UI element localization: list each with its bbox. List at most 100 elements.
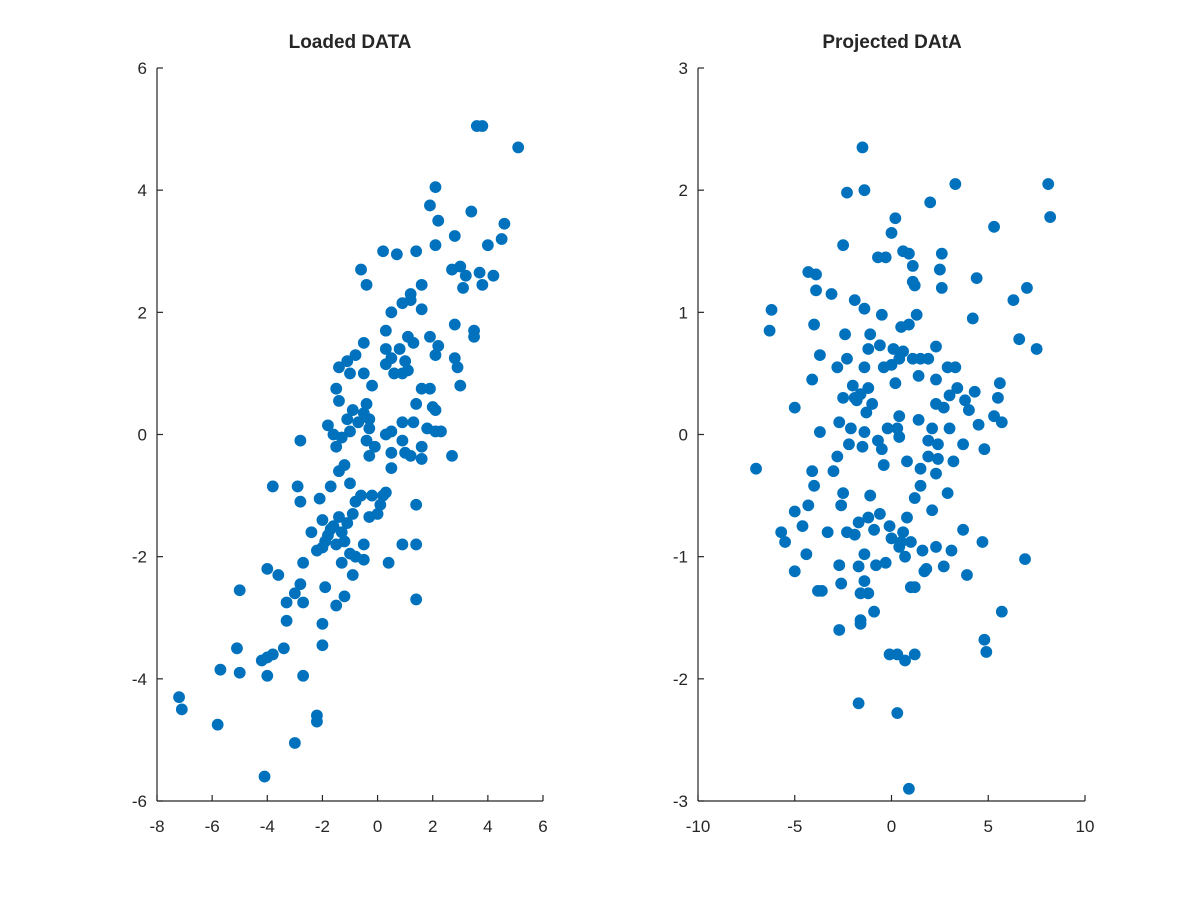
data-point bbox=[360, 434, 373, 447]
data-point bbox=[961, 569, 973, 581]
data-point bbox=[288, 737, 301, 749]
data-point bbox=[261, 651, 274, 664]
data-point bbox=[266, 480, 279, 493]
data-point bbox=[401, 364, 414, 377]
data-point bbox=[959, 394, 971, 407]
data-point bbox=[333, 511, 345, 523]
chart-title: Projected DAtA bbox=[822, 32, 962, 53]
data-point bbox=[429, 349, 442, 361]
data-point bbox=[835, 499, 848, 512]
data-point bbox=[763, 324, 776, 337]
data-point bbox=[893, 410, 906, 423]
data-point bbox=[883, 520, 896, 533]
x-tick-label: -8 bbox=[149, 817, 164, 836]
data-point bbox=[495, 233, 508, 245]
data-point bbox=[371, 508, 384, 520]
data-point bbox=[858, 302, 871, 315]
data-point bbox=[916, 544, 929, 557]
data-point bbox=[363, 449, 376, 462]
data-point bbox=[862, 343, 875, 355]
data-point bbox=[914, 479, 927, 492]
data-point bbox=[854, 617, 867, 630]
x-tick-label: -2 bbox=[315, 817, 330, 836]
data-point bbox=[906, 260, 919, 272]
data-point bbox=[355, 263, 367, 276]
data-point bbox=[870, 559, 882, 572]
data-point bbox=[893, 540, 906, 553]
data-point bbox=[833, 559, 846, 572]
scatter-points bbox=[173, 120, 525, 783]
data-point bbox=[839, 328, 851, 341]
data-point bbox=[941, 487, 954, 500]
data-point bbox=[887, 343, 900, 355]
data-point bbox=[848, 294, 861, 307]
data-point bbox=[825, 288, 838, 300]
data-point bbox=[837, 239, 850, 252]
data-point bbox=[357, 367, 370, 380]
data-point bbox=[390, 248, 403, 261]
data-point bbox=[379, 324, 392, 337]
data-point bbox=[943, 389, 956, 402]
data-point bbox=[410, 593, 423, 606]
data-point bbox=[338, 590, 351, 603]
data-point bbox=[211, 718, 224, 731]
data-point bbox=[448, 230, 461, 242]
data-point bbox=[335, 556, 348, 569]
data-point bbox=[446, 263, 458, 276]
data-point bbox=[903, 318, 915, 331]
data-point bbox=[231, 642, 243, 655]
data-point bbox=[889, 377, 902, 390]
data-point bbox=[862, 511, 875, 524]
data-point bbox=[424, 382, 436, 395]
data-point bbox=[835, 577, 848, 590]
data-point bbox=[349, 495, 362, 508]
y-tick-label: -2 bbox=[132, 548, 147, 567]
data-point bbox=[800, 548, 813, 561]
data-point bbox=[1019, 553, 1031, 566]
y-tick-label: 0 bbox=[679, 426, 688, 445]
data-point bbox=[866, 398, 879, 410]
data-point bbox=[346, 404, 359, 416]
data-point bbox=[903, 247, 915, 260]
x-tick-label: 6 bbox=[538, 817, 547, 836]
y-tick-label: 4 bbox=[138, 181, 147, 200]
data-point bbox=[233, 666, 246, 679]
data-point bbox=[396, 416, 409, 429]
data-point bbox=[410, 498, 423, 511]
data-point bbox=[924, 196, 937, 209]
data-point bbox=[879, 556, 892, 569]
data-point bbox=[837, 487, 850, 500]
data-point bbox=[947, 455, 960, 468]
data-point bbox=[407, 336, 420, 349]
data-point bbox=[932, 453, 944, 465]
data-point bbox=[349, 349, 362, 361]
data-point bbox=[396, 434, 409, 447]
data-point bbox=[280, 596, 293, 609]
data-point bbox=[277, 642, 290, 655]
data-point bbox=[814, 349, 826, 361]
data-point bbox=[322, 419, 334, 432]
data-point bbox=[468, 330, 480, 343]
data-point bbox=[366, 489, 378, 502]
data-point bbox=[344, 367, 356, 380]
data-point bbox=[410, 538, 423, 551]
data-point bbox=[280, 614, 293, 627]
data-point bbox=[335, 431, 348, 444]
data-point bbox=[935, 281, 948, 294]
data-point bbox=[346, 569, 359, 581]
data-point bbox=[978, 443, 991, 456]
data-point bbox=[873, 508, 886, 520]
data-point bbox=[487, 269, 500, 282]
data-point bbox=[476, 120, 489, 132]
data-point bbox=[360, 278, 373, 291]
data-point bbox=[410, 398, 423, 410]
data-point bbox=[951, 382, 964, 394]
data-point bbox=[914, 462, 927, 475]
data-point bbox=[976, 536, 989, 548]
data-point bbox=[937, 560, 950, 573]
data-point bbox=[833, 624, 846, 636]
data-point bbox=[930, 540, 942, 553]
data-point bbox=[885, 358, 898, 371]
data-point bbox=[788, 401, 801, 414]
data-point bbox=[904, 536, 917, 548]
